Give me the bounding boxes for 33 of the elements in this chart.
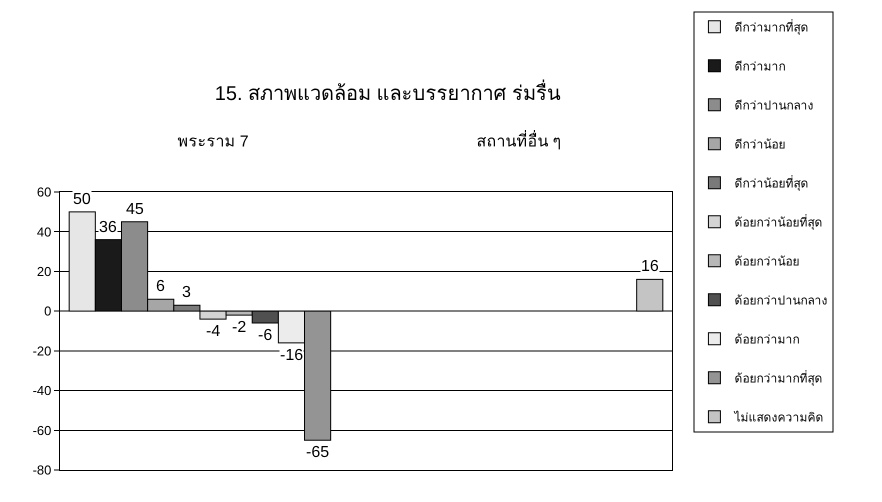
legend-label: ดีกว่าน้อยที่สุด [734, 174, 808, 192]
legend-label: ดีกว่าน้อย [734, 137, 786, 152]
legend-label: ด้อยกว่ามาก [734, 332, 800, 346]
legend-label: ด้อยกว่าปานกลาง [734, 293, 828, 308]
x-tick-label: พระราม 7 [177, 134, 249, 151]
x-tick-label: สถานที่อื่น ๆ [476, 130, 562, 151]
data-label: 3 [182, 284, 191, 301]
legend-label: ด้อยกว่าน้อย [734, 254, 800, 268]
chart-title: 15. สภาพแวดล้อม และบรรยากาศ ร่มรื่น [214, 79, 562, 105]
y-tick-label: -80 [32, 462, 52, 478]
legend-label: ไม่แสดงความคิด [733, 410, 824, 424]
data-label: 36 [99, 219, 117, 236]
y-tick-label: 20 [36, 264, 52, 279]
legend-label: ด้อยกว่าน้อยที่สุด [734, 213, 822, 230]
data-label: -6 [258, 327, 272, 344]
y-tick-label: -40 [32, 383, 52, 398]
data-label: -16 [280, 347, 304, 364]
data-label: 16 [641, 258, 659, 275]
data-label: -65 [306, 444, 330, 461]
data-label: 45 [126, 201, 144, 218]
legend-label: ดีกว่าปานกลาง [734, 98, 814, 112]
legend-label: ด้อยกว่ามากที่สุด [734, 369, 822, 386]
data-label: -2 [232, 319, 246, 336]
data-label: 50 [73, 191, 91, 208]
data-label: -4 [206, 323, 220, 340]
legend-label: ดีกว่ามาก [734, 59, 786, 74]
y-tick-label: 40 [36, 224, 52, 240]
y-tick-label: 60 [36, 184, 52, 200]
y-tick-label: 0 [44, 304, 52, 319]
data-label: 6 [156, 278, 165, 295]
y-tick-label: -20 [32, 343, 52, 358]
y-tick-label: -60 [32, 422, 52, 438]
legend-label: ดีกว่ามากที่สุด [734, 18, 808, 36]
